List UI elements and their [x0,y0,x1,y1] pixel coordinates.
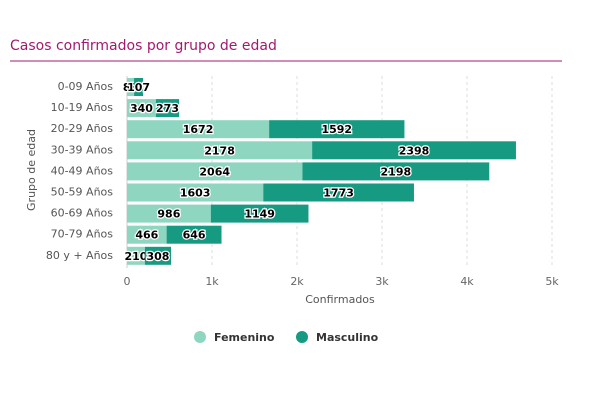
bar [127,162,303,181]
y-tick-label: 0-09 Años [58,80,114,93]
x-tick-label: 2k [290,275,304,288]
bar [134,78,144,96]
x-tick-label: 0 [124,275,131,288]
x-tick-label: 3k [375,275,389,288]
bar [127,246,145,265]
bar [127,120,270,139]
data-label: 308 [146,250,169,263]
bar [127,204,211,223]
y-tick-label: 80 y + Años [46,249,113,262]
bar [127,183,264,202]
x-tick-label: 5k [545,275,559,288]
bar [127,99,156,118]
bar [263,183,414,202]
data-label: 1592 [321,123,352,136]
data-label: 466 [135,229,158,242]
y-axis-title: Grupo de edad [25,129,38,211]
data-label: 2398 [399,144,430,157]
bar [269,120,405,139]
x-axis-title: Confirmados [305,293,375,306]
data-label: 986 [157,208,180,221]
data-label: 1672 [183,123,214,136]
y-tick-label: 30-39 Años [51,143,114,156]
chart-title: Casos confirmados por grupo de edad [10,38,277,54]
legend-swatch [194,331,206,343]
data-label: 2178 [204,144,235,157]
data-label: 273 [156,102,179,115]
data-label: 646 [183,229,206,242]
bar [166,225,222,244]
data-label: 2064 [199,165,230,178]
y-tick-label: 70-79 Años [51,228,114,241]
bar [144,246,172,265]
legend-label: Masculino [316,331,379,344]
y-tick-label: 60-69 Años [51,207,114,220]
data-label: 340 [130,102,153,115]
legend-label: Femenino [214,331,275,344]
y-tick-label: 10-19 Años [51,101,114,114]
bar [127,225,167,244]
bar [127,78,135,96]
data-label: 1603 [180,187,211,200]
legend-swatch [296,331,308,343]
bar [210,204,309,223]
bar [302,162,490,181]
x-tick-label: 4k [460,275,474,288]
y-tick-label: 50-59 Años [51,186,114,199]
bar [312,141,516,160]
data-label: 1149 [244,208,275,221]
bar [155,99,180,118]
bar [127,141,313,160]
data-label: 2198 [381,165,412,178]
data-label: 1773 [323,187,354,200]
y-tick-label: 40-49 Años [51,164,114,177]
data-label: 107 [127,81,150,94]
y-tick-label: 20-29 Años [51,122,114,135]
x-tick-label: 1k [205,275,219,288]
data-label: 210 [124,250,147,263]
